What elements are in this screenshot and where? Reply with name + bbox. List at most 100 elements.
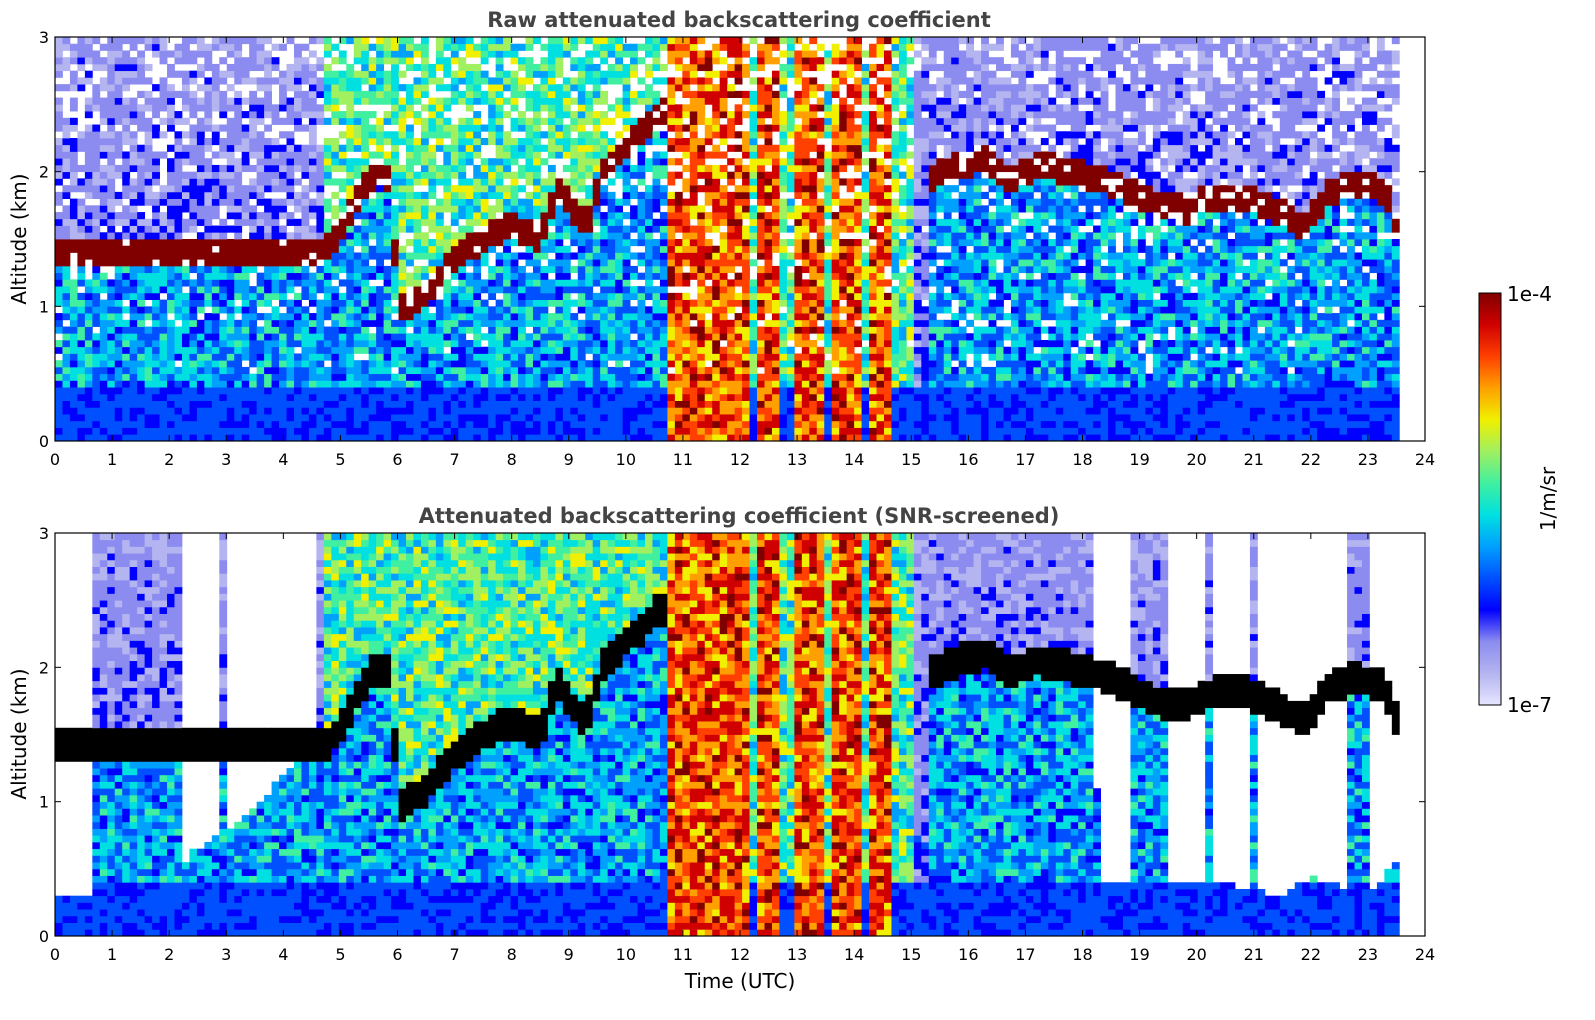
heatmap-cell bbox=[308, 198, 317, 206]
heatmap-cell bbox=[346, 245, 355, 253]
heatmap-cell bbox=[92, 366, 101, 375]
heatmap-cell bbox=[712, 124, 721, 132]
heatmap-cell bbox=[600, 360, 609, 368]
heatmap-cell bbox=[271, 185, 280, 193]
heatmap-cell bbox=[689, 104, 698, 112]
heatmap-cell bbox=[99, 43, 108, 51]
heatmap-cell bbox=[92, 272, 101, 280]
heatmap-cell bbox=[293, 366, 302, 375]
heatmap-cell bbox=[585, 272, 594, 280]
heatmap-cell bbox=[99, 97, 108, 105]
heatmap-cell bbox=[391, 292, 399, 300]
heatmap-cell bbox=[256, 191, 265, 199]
heatmap-cell bbox=[420, 212, 429, 220]
heatmap-cell bbox=[391, 306, 399, 314]
heatmap-cell bbox=[734, 333, 743, 341]
heatmap-cell bbox=[323, 205, 332, 213]
heatmap-cell bbox=[443, 420, 452, 428]
heatmap-cell bbox=[279, 104, 287, 112]
heatmap-cell bbox=[764, 427, 773, 435]
heatmap-cell bbox=[398, 218, 407, 226]
heatmap-cell bbox=[727, 292, 736, 300]
heatmap-cell bbox=[301, 218, 310, 226]
heatmap-cell bbox=[279, 151, 287, 159]
heatmap-cell bbox=[144, 185, 153, 193]
heatmap-cell bbox=[144, 245, 153, 253]
heatmap-cell bbox=[465, 97, 474, 105]
heatmap-cell bbox=[532, 232, 541, 240]
heatmap-cell bbox=[420, 346, 429, 354]
heatmap-cell bbox=[420, 373, 429, 381]
heatmap-cell bbox=[338, 239, 347, 247]
heatmap-cell bbox=[480, 420, 489, 428]
heatmap-cell bbox=[383, 138, 392, 146]
heatmap-cell bbox=[249, 37, 258, 45]
heatmap-cell bbox=[704, 292, 713, 300]
heatmap-cell bbox=[211, 225, 220, 233]
heatmap-cell bbox=[241, 434, 250, 442]
heatmap-cell bbox=[697, 239, 706, 247]
heatmap-cell bbox=[592, 420, 601, 428]
heatmap-cell bbox=[562, 178, 571, 186]
heatmap-cell bbox=[204, 407, 213, 415]
heatmap-cell bbox=[607, 434, 616, 442]
heatmap-cell bbox=[697, 63, 706, 72]
heatmap-cell bbox=[510, 286, 519, 294]
heatmap-cell bbox=[338, 259, 347, 267]
heatmap-cell bbox=[450, 84, 459, 92]
heatmap-cell bbox=[301, 340, 310, 348]
heatmap-cell bbox=[219, 43, 228, 51]
heatmap-cell bbox=[719, 400, 728, 408]
heatmap-cell bbox=[562, 164, 571, 173]
heatmap-cell bbox=[525, 97, 534, 105]
heatmap-cell bbox=[420, 333, 429, 341]
heatmap-cell bbox=[600, 131, 609, 139]
heatmap-cell bbox=[189, 299, 198, 307]
heatmap-cell bbox=[719, 366, 728, 375]
heatmap-cell bbox=[204, 138, 213, 146]
heatmap-cell bbox=[152, 299, 160, 307]
heatmap-cell bbox=[734, 218, 743, 226]
heatmap-cell bbox=[62, 286, 71, 294]
heatmap-cell bbox=[667, 414, 676, 422]
heatmap-cell bbox=[585, 50, 594, 58]
heatmap-cell bbox=[406, 97, 414, 105]
heatmap-cell bbox=[428, 326, 437, 334]
heatmap-cell bbox=[674, 272, 683, 280]
heatmap-cell bbox=[167, 158, 175, 166]
heatmap-cell bbox=[465, 319, 474, 327]
heatmap-cell bbox=[719, 319, 728, 327]
heatmap-cell bbox=[607, 144, 616, 152]
heatmap-cell bbox=[271, 414, 280, 422]
heatmap-cell bbox=[376, 286, 385, 294]
heatmap-cell bbox=[226, 420, 235, 428]
heatmap-cell bbox=[368, 346, 377, 354]
heatmap-cell bbox=[465, 43, 474, 51]
heatmap-cell bbox=[727, 407, 736, 415]
heatmap-cell bbox=[174, 144, 183, 152]
heatmap-cell bbox=[241, 111, 250, 119]
heatmap-cell bbox=[757, 272, 765, 280]
heatmap-cell bbox=[689, 259, 698, 267]
heatmap-cell bbox=[181, 299, 190, 307]
heatmap-cell bbox=[742, 225, 750, 233]
heatmap-cell bbox=[532, 306, 541, 314]
heatmap-cell bbox=[338, 151, 347, 159]
heatmap-cell bbox=[667, 360, 676, 368]
heatmap-cell bbox=[293, 97, 302, 105]
heatmap-cell bbox=[137, 333, 146, 341]
heatmap-cell bbox=[84, 70, 93, 78]
heatmap-cell bbox=[540, 218, 549, 226]
heatmap-cell bbox=[555, 346, 564, 354]
heatmap-cell bbox=[159, 326, 168, 334]
heatmap-cell bbox=[69, 407, 78, 415]
heatmap-cell bbox=[241, 265, 250, 274]
heatmap-cell bbox=[757, 171, 765, 179]
heatmap-cell bbox=[398, 393, 407, 401]
heatmap-cell bbox=[114, 279, 123, 287]
heatmap-cell bbox=[659, 232, 668, 240]
heatmap-cell bbox=[667, 252, 676, 260]
heatmap-cell bbox=[697, 90, 706, 98]
heatmap-cell bbox=[219, 232, 228, 240]
heatmap-cell bbox=[376, 414, 385, 422]
